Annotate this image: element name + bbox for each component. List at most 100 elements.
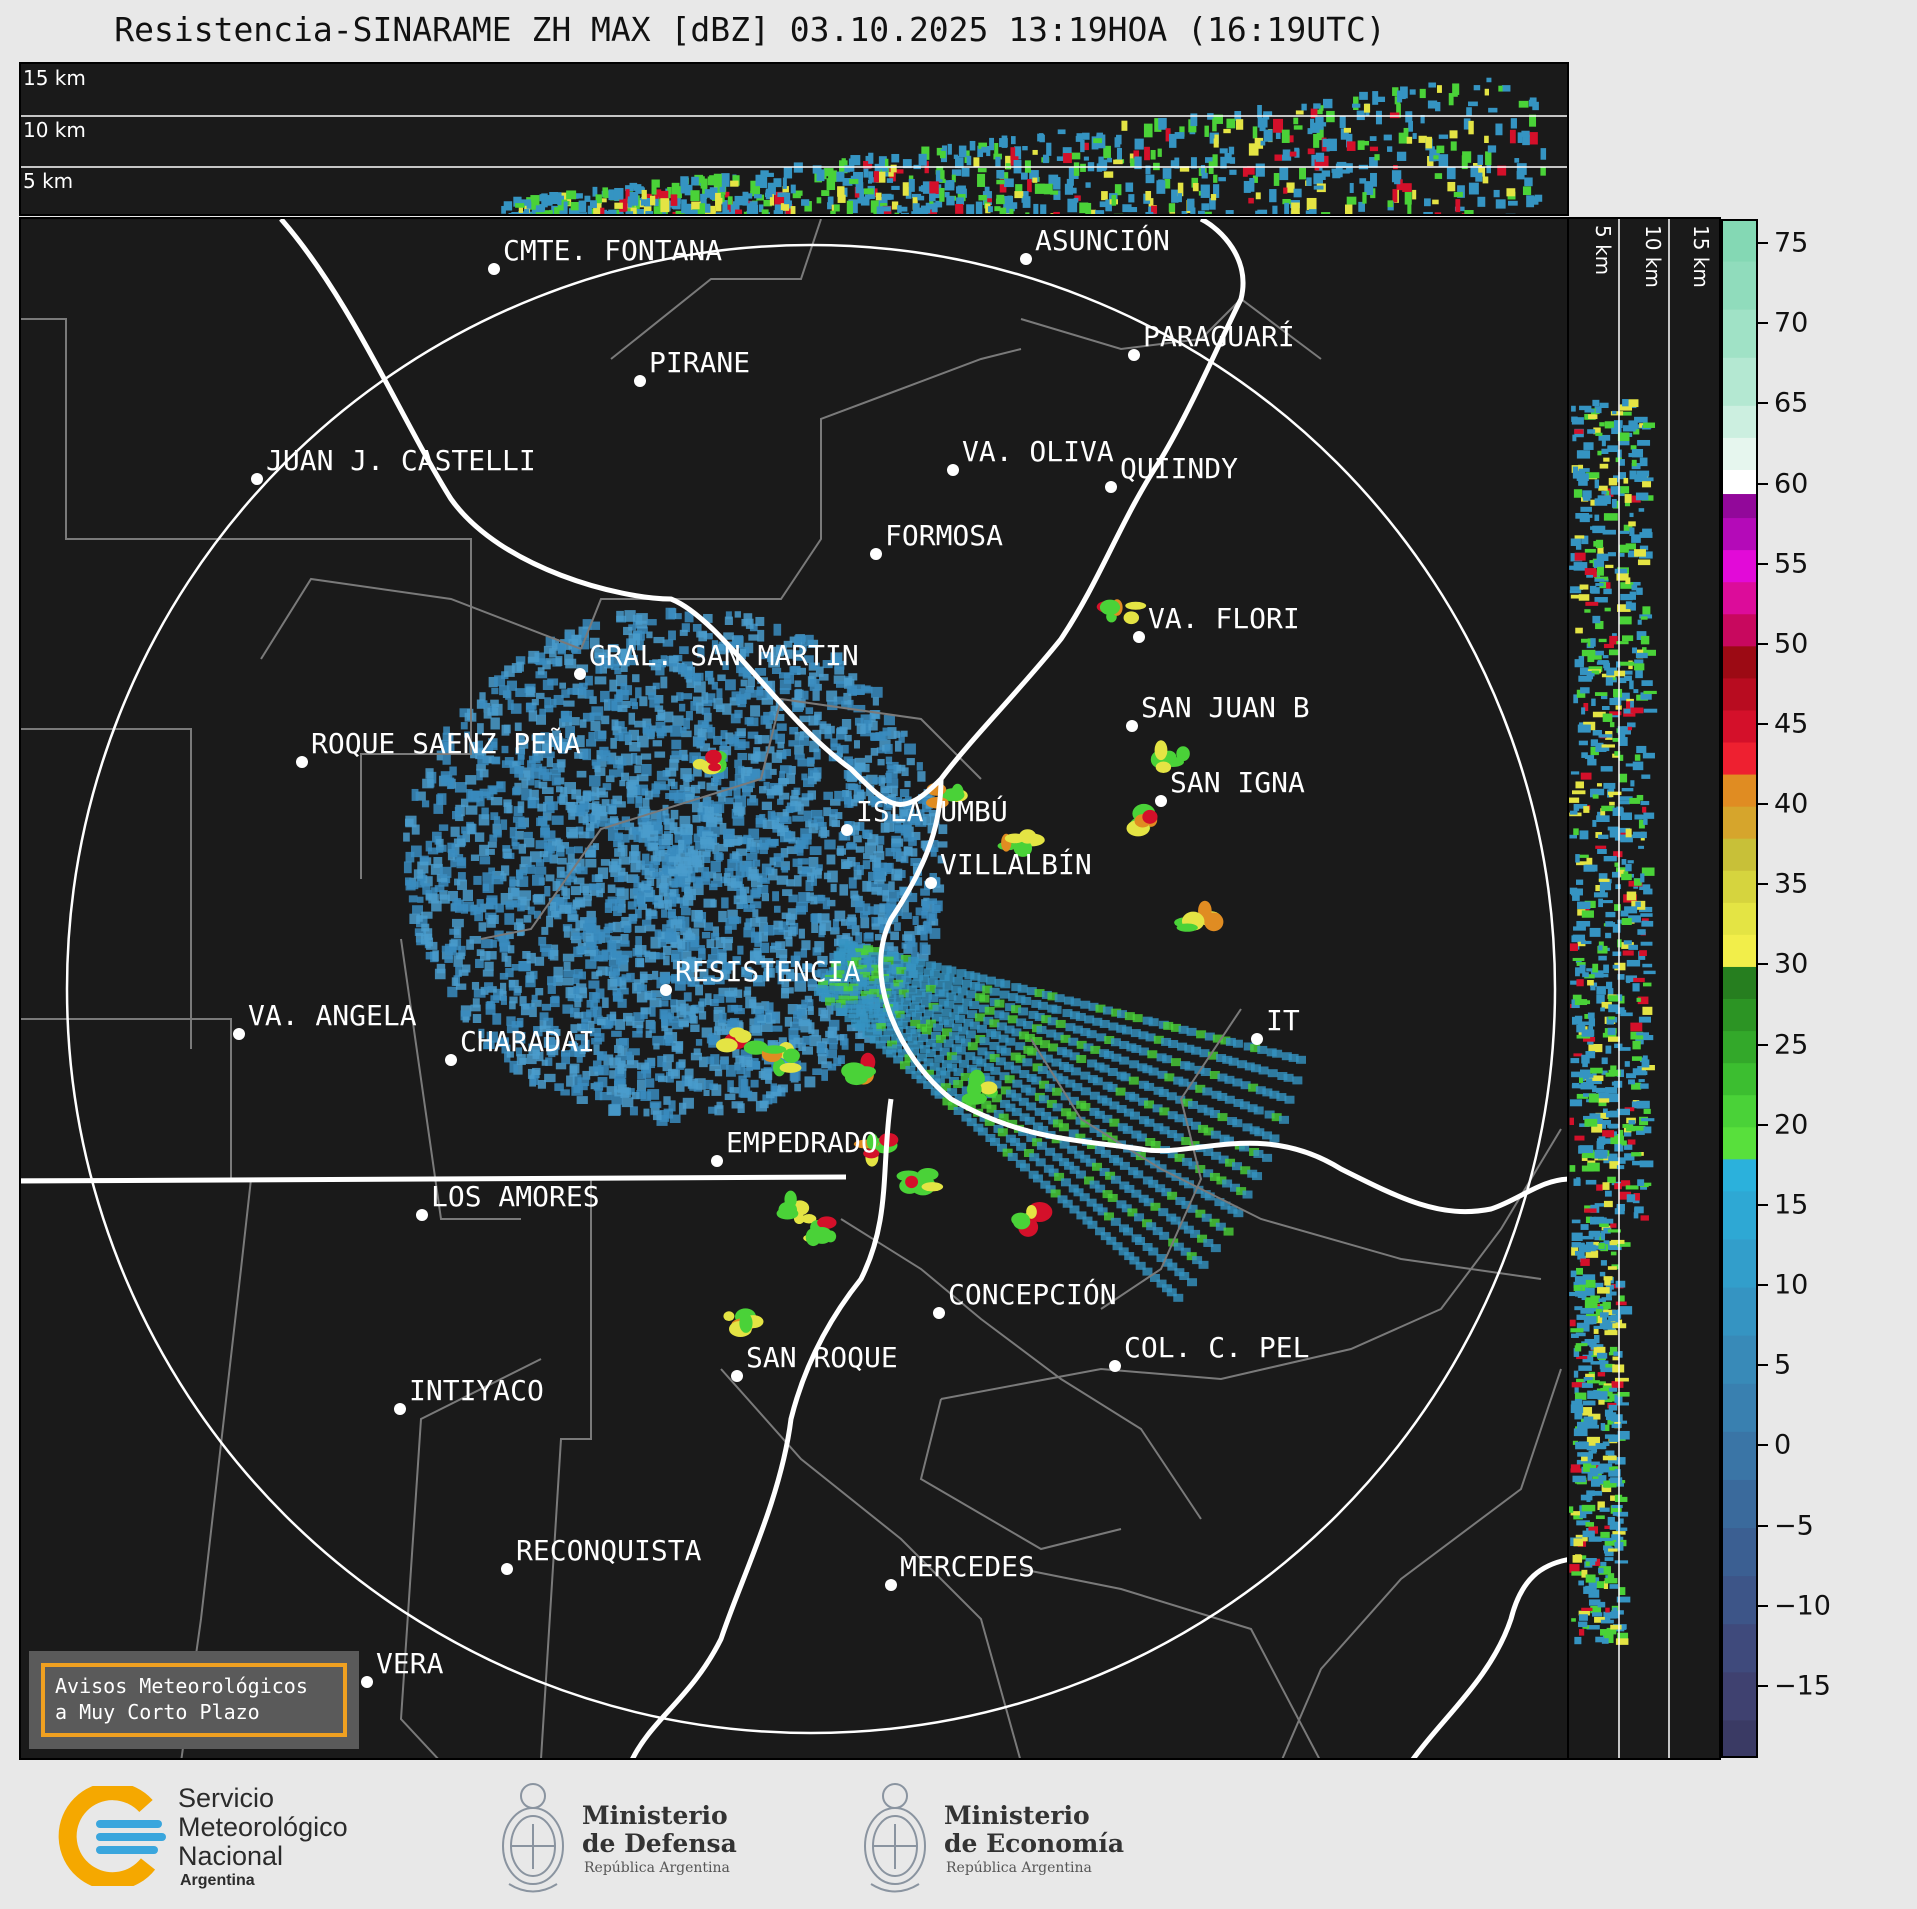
city-marker [488, 263, 500, 275]
defensa-line2: de Defensa [582, 1829, 737, 1858]
defensa-subtitle: República Argentina [584, 1860, 730, 1876]
city-label: RECONQUISTA [516, 1534, 702, 1567]
colorbar-tick [1758, 562, 1768, 565]
city-label: GRAL. SAN MARTIN [589, 639, 859, 672]
city-label: CHARADAI [460, 1025, 595, 1058]
city-marker [394, 1403, 406, 1415]
height-label-5km-vertical: 5 km [1591, 225, 1615, 276]
colorbar-tick [1758, 1604, 1768, 1607]
side-cross-section-image [1569, 219, 1670, 1758]
city-marker [731, 1370, 743, 1382]
economia-line2: de Economía [944, 1829, 1125, 1858]
defensa-line1: Ministerio [582, 1801, 728, 1830]
colorbar-tick-label: −15 [1774, 1670, 1831, 1702]
argentina-coat-of-arms-icon [864, 1783, 926, 1893]
city-marker [416, 1209, 428, 1221]
colorbar-segment [1723, 1671, 1756, 1721]
colorbar-segment [1723, 309, 1756, 358]
city-label: VILLALBÍN [940, 848, 1092, 881]
avisos-text: Avisos Meteorológicos a Muy Corto Plazo [41, 1663, 347, 1737]
height-label-5km: 5 km [23, 169, 74, 193]
economia-line1: Ministerio [944, 1801, 1090, 1830]
colorbar-segment [1723, 1431, 1756, 1480]
city-label: SAN ROQUE [746, 1341, 898, 1374]
colorbar-tick-label: 55 [1774, 548, 1809, 580]
smn-logo-text: Servicio Meteorológico Nacional Argentin… [178, 1784, 348, 1891]
colorbar-segment [1723, 261, 1756, 310]
city-marker [1133, 631, 1145, 643]
city-marker [947, 464, 959, 476]
city-marker [933, 1307, 945, 1319]
city-marker [1105, 481, 1117, 493]
colorbar-segment [1723, 1287, 1756, 1336]
colorbar-segment [1723, 1527, 1756, 1577]
colorbar-tick-label: 40 [1774, 788, 1809, 820]
city-label: SAN JUAN B [1141, 691, 1310, 724]
avisos-box[interactable]: Avisos Meteorológicos a Muy Corto Plazo [29, 1651, 359, 1749]
city-marker [1020, 253, 1032, 265]
colorbar-segment [1723, 613, 1756, 647]
colorbar-tick-label: 10 [1774, 1269, 1809, 1301]
colorbar-tick [1758, 1284, 1768, 1287]
city-label: PIRANE [649, 346, 751, 379]
city-marker [870, 548, 882, 560]
city-marker [501, 1563, 513, 1575]
colorbar-tick-label: 30 [1774, 948, 1809, 980]
colorbar-tick [1758, 482, 1768, 485]
colorbar-tick [1758, 803, 1768, 806]
height-label-15km-vertical: 15 km [1689, 225, 1713, 288]
city-marker [445, 1054, 457, 1066]
colorbar-tick-label: 5 [1774, 1349, 1792, 1381]
colorbar-segment [1723, 645, 1756, 679]
colorbar-segment [1723, 581, 1756, 615]
city-marker [1251, 1033, 1263, 1045]
city-label: IT [1266, 1004, 1300, 1037]
city-label: VA. ANGELA [248, 999, 417, 1032]
colorbar-segment [1723, 774, 1756, 807]
footer: Servicio Meteorológico Nacional Argentin… [0, 1762, 1917, 1909]
colorbar-tick [1758, 322, 1768, 325]
colorbar-segment [1723, 405, 1756, 438]
colorbar-segment [1723, 549, 1756, 583]
colorbar-segment [1723, 1126, 1756, 1160]
city-marker [251, 473, 263, 485]
colorbar-segment [1723, 902, 1756, 935]
economia-subtitle: República Argentina [946, 1860, 1092, 1876]
colorbar-segment [1723, 517, 1756, 551]
colorbar-segment [1723, 1094, 1756, 1128]
colorbar-tick-label: 70 [1774, 307, 1809, 339]
chart-title: Resistencia-SINARAME ZH MAX [dBZ] 03.10.… [114, 10, 1386, 49]
smn-line1: Servicio [178, 1783, 275, 1813]
radar-map-image [21, 219, 1567, 1758]
colorbar-tick [1758, 242, 1768, 245]
colorbar-segment [1723, 1479, 1756, 1529]
colorbar-segment [1723, 493, 1756, 519]
city-marker [925, 877, 937, 889]
colorbar-segment [1723, 357, 1756, 406]
colorbar-segment [1723, 838, 1756, 871]
colorbar-tick [1758, 642, 1768, 645]
colorbar-segment [1723, 1238, 1756, 1288]
colorbar-tick-label: 60 [1774, 468, 1809, 500]
colorbar-segment [1723, 1719, 1756, 1756]
colorbar-segment [1723, 437, 1756, 470]
city-label: PARAGUARÍ [1143, 320, 1295, 353]
colorbar-segment [1723, 1335, 1756, 1384]
colorbar-segment [1723, 870, 1756, 903]
side-cross-section-panel: 5 km 10 km 15 km [1569, 217, 1721, 1760]
city-marker [1128, 349, 1140, 361]
colorbar-segment [1723, 998, 1756, 1032]
colorbar-segment [1723, 677, 1756, 711]
colorbar-segment [1723, 469, 1756, 495]
colorbar-segment [1723, 1623, 1756, 1673]
city-marker [1155, 795, 1167, 807]
defensa-title: Ministerio de Defensa [582, 1802, 737, 1858]
city-marker [660, 984, 672, 996]
radar-map[interactable]: CMTE. FONTANA ASUNCIÓN PIRANE PARAGUARÍ JUAN… [19, 217, 1569, 1760]
top-cross-section-panel: 15 km 10 km 5 km [19, 62, 1569, 216]
city-label: VA. OLIVA [962, 435, 1114, 468]
colorbar-tick [1758, 1364, 1768, 1367]
city-label: INTIYACO [409, 1374, 544, 1407]
city-label: QUIINDY [1120, 452, 1239, 485]
colorbar-segment [1723, 1030, 1756, 1064]
